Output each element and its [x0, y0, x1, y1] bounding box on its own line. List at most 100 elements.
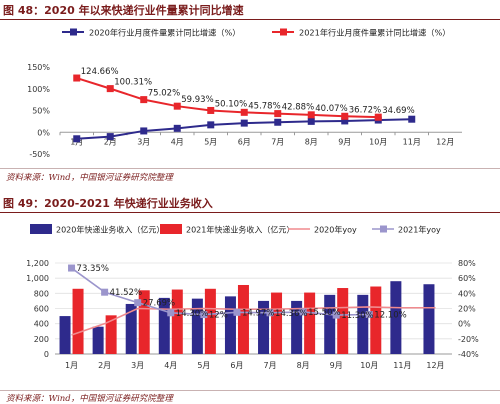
x-tick-label: 3月	[131, 361, 144, 370]
x-tick-label: 7月	[263, 361, 276, 370]
yoy-point	[200, 311, 208, 319]
yoy-data-label: 14.30%	[176, 309, 208, 319]
legend-label-2: 2021年行业月度件量累计同比增速（%）	[299, 28, 450, 38]
figure-49-source: 资料来源：Wind，中国银河证券研究院整理	[6, 394, 173, 404]
legend-label-3: 2020年yoy	[314, 225, 357, 235]
y-tick-label: 100%	[27, 85, 50, 94]
x-tick-label: 5月	[197, 361, 210, 370]
y-right-tick-label: 60%	[458, 274, 476, 283]
legend-marker-4	[380, 225, 387, 233]
x-tick-label: 1月	[65, 361, 78, 370]
bar-2021	[204, 288, 216, 354]
yoy-line-2	[71, 267, 370, 316]
x-tick-label: 12月	[426, 361, 444, 370]
legend-label-1: 2020年行业月度件量累计同比增速（%）	[89, 28, 240, 38]
bar-2020	[291, 300, 303, 354]
bar-2020	[224, 296, 236, 354]
yoy-data-label: 14.36%	[275, 309, 307, 319]
x-tick-label: 3月	[137, 137, 150, 146]
data-point	[140, 96, 148, 104]
yoy-point	[299, 308, 307, 316]
y-tick-label: -50%	[29, 150, 50, 159]
data-point	[240, 119, 248, 127]
y-left-tick-label: 200	[34, 335, 49, 344]
bar-2020	[357, 294, 369, 354]
data-point	[207, 106, 215, 114]
yoy-data-label: 73.35%	[77, 264, 109, 274]
data-point	[173, 102, 181, 110]
y-left-tick-label: 1,200	[26, 259, 49, 268]
data-point	[274, 110, 282, 118]
data-point	[207, 121, 215, 129]
y-left-tick-label: 600	[34, 305, 49, 314]
data-point	[307, 117, 315, 125]
data-label: 34.69%	[382, 106, 414, 116]
x-tick-label: 6月	[238, 137, 251, 146]
x-tick-label: 9月	[338, 137, 351, 146]
yoy-point	[68, 264, 76, 272]
bar-2021	[304, 292, 316, 354]
figure-49-title-text: 图 49：2020-2021 年快递行业业务收入	[3, 197, 213, 210]
yoy-point	[233, 308, 241, 316]
yoy-point	[134, 299, 142, 307]
data-point	[307, 111, 315, 119]
series-line-2	[76, 77, 379, 119]
y-left-tick-label: 0	[44, 350, 49, 359]
yoy-data-label: 41.52%	[110, 288, 142, 298]
x-tick-label: 10月	[369, 137, 387, 146]
y-right-tick-label: -20%	[458, 335, 479, 344]
data-point	[341, 112, 349, 120]
x-tick-label: 11月	[393, 361, 411, 370]
legend-marker-2	[280, 28, 287, 36]
x-tick-label: 10月	[360, 361, 378, 370]
x-tick-label: 2月	[104, 137, 117, 146]
yoy-data-label: 12%	[209, 311, 228, 321]
title-rule	[0, 19, 500, 20]
x-tick-label: 11月	[403, 137, 421, 146]
data-point	[106, 85, 114, 93]
chart-parcel-volume-growth: 2020年行业月度件量累计同比增速（%） 2021年行业月度件量累计同比增速（%）…	[27, 28, 462, 159]
bar-2021	[72, 288, 84, 354]
x-tick-label: 12月	[436, 137, 454, 146]
x-tick-label: 4月	[171, 137, 184, 146]
data-point	[73, 135, 81, 143]
yoy-point	[332, 311, 340, 319]
chart-express-revenue: 2020年快递业务收入（亿元） 2021年快递业务收入（亿元） 2020年yoy 20…	[26, 224, 479, 370]
bar-2021	[271, 292, 283, 354]
yoy-point	[167, 309, 175, 317]
x-tick-label: 4月	[164, 361, 177, 370]
bar-2020	[191, 298, 203, 354]
yoy-line-1	[71, 306, 436, 336]
bar-2020	[390, 281, 402, 354]
data-point	[240, 108, 248, 116]
figure-48-title: 图 48：2020 年以来快递行业件量累计同比增速	[0, 2, 500, 20]
bar-2021	[171, 289, 183, 354]
bar-2020	[423, 284, 435, 354]
y-right-tick-label: 40%	[458, 289, 476, 298]
data-point	[274, 118, 282, 126]
bar-2021	[105, 315, 117, 354]
data-label: 59.93%	[181, 95, 213, 105]
legend-swatch-1	[30, 224, 52, 234]
y-left-tick-label: 1,000	[26, 274, 49, 283]
x-tick-label: 8月	[297, 361, 310, 370]
y-right-tick-label: 0%	[458, 320, 471, 329]
yoy-data-label: 14.97%	[242, 308, 274, 318]
data-point	[341, 117, 349, 125]
legend-label-2: 2021年快递业务收入（亿元）	[186, 225, 294, 235]
y-left-tick-label: 800	[34, 289, 49, 298]
bar-2020	[324, 294, 336, 354]
source-rule	[0, 390, 500, 391]
bar-2020	[59, 316, 71, 354]
data-label: 100.31%	[114, 78, 152, 88]
y-right-tick-label: -40%	[458, 350, 479, 359]
y-right-tick-label: 80%	[458, 259, 476, 268]
y-tick-label: 50%	[32, 107, 50, 116]
x-tick-label: 7月	[271, 137, 284, 146]
bar-2021	[337, 288, 349, 354]
data-label: 42.88%	[282, 103, 314, 113]
bar-2021	[138, 290, 150, 354]
data-point	[140, 127, 148, 135]
bar-2021	[370, 286, 382, 354]
y-left-tick-label: 400	[34, 320, 49, 329]
